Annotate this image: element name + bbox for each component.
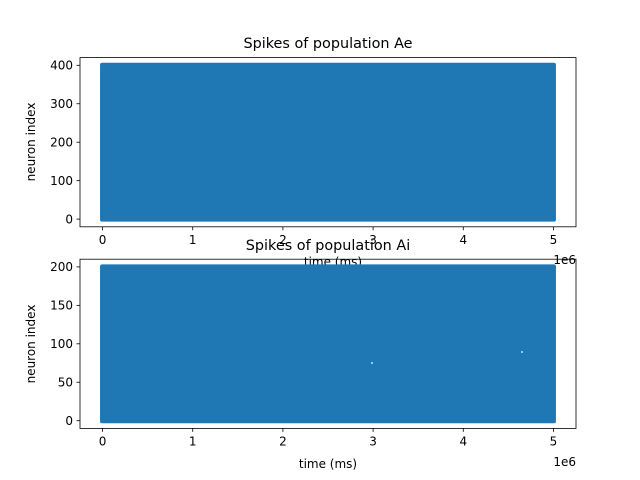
chart-ae-y-axis-label: neuron index — [24, 103, 38, 182]
chart-ai-x-tick-label: 1 — [189, 434, 197, 448]
chart-ai-y-ticks: 0 50 100 150 200 — [50, 260, 80, 428]
chart-ai: 0 1 2 3 4 5 0 50 100 150 200 Spikes of population… — [24, 238, 577, 471]
chart-ai-x-tick-label: 2 — [279, 434, 287, 448]
chart-ae-title: Spikes of population Ae — [243, 36, 412, 52]
chart-ae-x-offset-label: 1e6 — [553, 253, 576, 267]
chart-ai-y-tick-label: 0 — [65, 414, 73, 428]
chart-ae: 0 1 2 3 4 5 0 100 200 300 400 Spikes of populatio… — [24, 36, 577, 269]
chart-ai-y-tick-label: 50 — [58, 376, 73, 390]
chart-ai-y-tick-label: 100 — [50, 337, 73, 351]
chart-ae-y-tick-label: 400 — [50, 59, 73, 73]
chart-ae-y-tick-label: 100 — [50, 174, 73, 188]
chart-ae-spike-layer — [100, 62, 556, 222]
chart-ai-spike-gap — [521, 351, 523, 353]
chart-ai-x-tick-label: 5 — [550, 434, 558, 448]
chart-ae-y-tick-label: 300 — [50, 97, 73, 111]
chart-ae-x-tick-label: 5 — [550, 233, 558, 247]
chart-ae-y-tick-label: 0 — [65, 212, 73, 226]
chart-ae-y-tick-label: 200 — [50, 136, 73, 150]
chart-ae-x-tick-label: 4 — [459, 233, 467, 247]
chart-ae-x-ticks: 0 1 2 3 4 5 — [99, 226, 558, 247]
chart-ae-spike-series-0 — [100, 62, 556, 222]
chart-ai-spike-series-0 — [100, 264, 556, 424]
chart-ae-y-ticks: 0 100 200 300 400 — [50, 59, 80, 226]
chart-ai-x-tick-label: 4 — [459, 434, 467, 448]
chart-ai-x-offset-label: 1e6 — [553, 455, 576, 469]
chart-ae-x-tick-label: 3 — [369, 233, 377, 247]
chart-ae-x-tick-label: 0 — [99, 233, 107, 247]
chart-ae-x-tick-label: 1 — [189, 233, 197, 247]
chart-ai-spike-layer — [100, 264, 556, 424]
chart-ai-spike-gap — [371, 362, 373, 364]
chart-ai-x-tick-label: 3 — [369, 434, 377, 448]
chart-ai-x-tick-label: 0 — [99, 434, 107, 448]
chart-ai-x-axis-label: time (ms) — [299, 457, 357, 471]
chart-ai-title: Spikes of population Ai — [246, 238, 410, 254]
chart-ai-y-axis-label: neuron index — [24, 305, 38, 384]
chart-ae-x-tick-label: 2 — [279, 233, 287, 247]
chart-ai-x-ticks: 0 1 2 3 4 5 — [99, 428, 558, 448]
chart-ai-y-tick-label: 150 — [50, 299, 73, 313]
chart-ai-y-tick-label: 200 — [50, 260, 73, 274]
